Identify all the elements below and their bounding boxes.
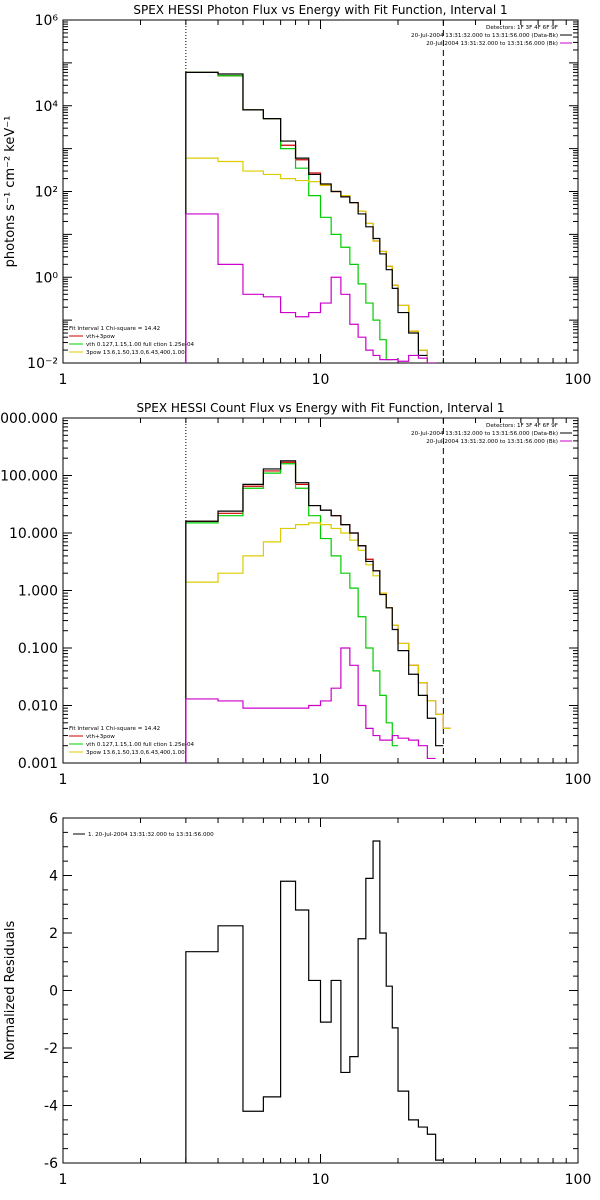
y-tick-label: 6	[49, 811, 58, 827]
y-tick-label: 10.000	[9, 526, 58, 542]
chart-title: SPEX HESSI Count Flux vs Energy with Fit…	[136, 401, 504, 415]
y-tick-label: 0.100	[18, 641, 58, 657]
y-tick-label: 1.000	[18, 584, 58, 600]
legend-topright-entry: Detectors: 1F 3F 4F 6F 9F	[486, 25, 558, 31]
y-axis-label: photons s⁻¹ cm⁻² keV⁻¹	[3, 116, 18, 268]
y-tick-label: -6	[44, 1156, 58, 1172]
series-3pow-line	[185, 522, 451, 763]
y-tick-label: 10⁴	[35, 99, 59, 115]
series-1-line	[185, 840, 444, 1163]
chart-panel-3: 1 10 100 -6 -4 -2 0 2 4 6 Normalized Residuals 1. 2…	[3, 811, 592, 1188]
x-tick-label: 10	[312, 772, 330, 788]
x-tick-label: 1	[59, 772, 68, 788]
y-tick-label: 10⁶	[35, 13, 59, 29]
legend-fit-entry: vth 0.127,1.15,1.00 full ction 1.25e-04	[86, 742, 195, 748]
y-tick-label: 0	[49, 984, 58, 1000]
x-tick-label: 100	[565, 772, 592, 788]
legend-fit-entry: Fit Interval 1 Chi-square = 14.42	[69, 326, 160, 332]
y-tick-label: 4	[49, 869, 58, 885]
x-tick-label: 100	[565, 1172, 592, 1188]
series-vth-line	[185, 71, 393, 363]
x-tick-label: 1	[59, 1172, 68, 1188]
chart-title: SPEX HESSI Photon Flux vs Energy with Fi…	[133, 3, 507, 17]
chart-panel-2: SPEX HESSI Count Flux vs Energy with Fit…	[0, 401, 591, 788]
x-tick-label: 100	[565, 372, 592, 388]
legend-fit-entry: vth+3pow	[86, 734, 115, 740]
legend-interval-entry: 1. 20-Jul-2004 13:31:32.000 to 13:31:56.…	[88, 832, 214, 838]
y-tick-label: 10²	[35, 185, 58, 201]
y-tick-label: 100.000	[0, 469, 58, 485]
legend-fit-entry: vth 0.127,1.15,1.00 full ction 1.25e-04	[86, 342, 195, 348]
series-vth-line	[185, 463, 399, 763]
y-axis-label: Normalized Residuals	[3, 921, 18, 1061]
y-tick-label: 10⁰	[35, 270, 59, 286]
series-bk-line	[185, 647, 436, 763]
series-data-bk-line	[185, 71, 428, 363]
x-tick-label: 10	[312, 1172, 330, 1188]
legend-topright-entry: 20-Jul-2004 13:31:32.000 to 13:31:56.000…	[411, 431, 558, 437]
x-tick-label: 10	[312, 372, 330, 388]
legend-fit-entry: vth+3pow	[86, 334, 115, 340]
legend-topright-entry: Detectors: 1F 3F 4F 6F 9F	[486, 423, 558, 429]
series-vth-3pow-line	[185, 461, 451, 763]
series-data-bk-line	[185, 460, 444, 763]
plot-frame	[62, 417, 579, 764]
legend-fit-entry: 3pow 13.6,1.50,13.0,6.43,400,1.00	[86, 750, 185, 756]
y-tick-label: 10⁻²	[27, 356, 58, 372]
legend-topright-entry: 20-Jul-2004 13:31:32.000 to 13:31:56.000…	[426, 41, 558, 47]
legend-topright-entry: 20-Jul-2004 13:31:32.000 to 13:31:56.000…	[411, 33, 558, 39]
series-vth-3pow-line	[185, 71, 428, 363]
series-3pow-line	[185, 157, 428, 363]
x-tick-label: 1	[59, 372, 68, 388]
legend-topright-entry: 20-Jul-2004 13:31:32.000 to 13:31:56.000…	[426, 439, 558, 445]
y-tick-label: 2	[49, 926, 58, 942]
y-tick-label: -2	[44, 1041, 58, 1057]
y-tick-label: 0.010	[18, 699, 58, 715]
legend-fit-entry: Fit Interval 1 Chi-square = 14.42	[69, 726, 160, 732]
series-bk-line	[185, 213, 437, 363]
y-tick-label: 0.001	[18, 756, 58, 772]
legend-fit-entry: 3pow 13.6,1.50,13.0,6.43,400,1.00	[86, 350, 185, 356]
y-tick-label: -4	[44, 1099, 58, 1115]
chart-panel-1: SPEX HESSI Photon Flux vs Energy with Fi…	[3, 3, 591, 388]
